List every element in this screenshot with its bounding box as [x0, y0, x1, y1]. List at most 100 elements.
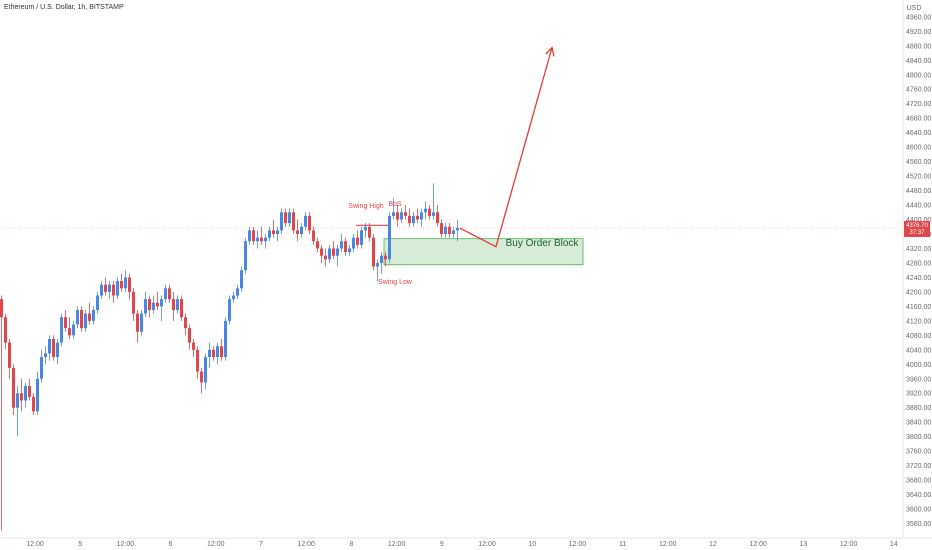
candle-body [444, 226, 447, 234]
candle-body [352, 237, 355, 249]
candle-body [240, 270, 243, 289]
candle-body [280, 212, 283, 231]
arrow-head-icon [545, 46, 555, 57]
candle-body [272, 230, 275, 234]
candle-body [332, 248, 335, 256]
x-tick-label: 13 [800, 541, 808, 548]
candle-body [388, 215, 391, 260]
candle-body [120, 281, 123, 289]
candle-body [252, 230, 255, 242]
candle-body [212, 349, 215, 358]
x-tick-label: 12:00 [569, 541, 587, 548]
candle-body [452, 230, 455, 234]
candle-body [356, 237, 359, 245]
bos-label: BoS [388, 201, 402, 208]
candle-body [60, 317, 63, 343]
candle-body [404, 212, 407, 216]
x-tick-label: 7 [259, 541, 263, 548]
y-tick-label: 4880.00 [906, 43, 931, 50]
y-tick-label: 4040.00 [906, 347, 931, 354]
y-tick-label: 4520.00 [906, 174, 931, 181]
last-price-countdown: 37:37 [909, 230, 925, 236]
y-tick-label: 3600.00 [906, 507, 931, 514]
candle-body [36, 378, 39, 412]
candle-body [136, 313, 139, 332]
candle-body [208, 349, 211, 358]
candle-body [436, 212, 439, 224]
x-tick-label: 10 [528, 541, 536, 548]
y-tick-label: 4120.00 [906, 318, 931, 325]
candle-body [456, 227, 459, 231]
y-tick-label: 3840.00 [906, 420, 931, 427]
x-tick-label: 6 [169, 541, 173, 548]
candle-body [196, 349, 199, 372]
candle-body [368, 226, 371, 238]
y-tick-label: 4280.00 [906, 260, 931, 267]
candle-body [164, 288, 167, 300]
y-tick-label: 4440.00 [906, 203, 931, 210]
candle-body [32, 396, 35, 412]
order-block-label: Buy Order Block [506, 238, 580, 249]
x-tick-label: 12:00 [840, 541, 858, 548]
candle-body [256, 237, 259, 242]
candle-body [284, 212, 287, 224]
candle-body [180, 299, 183, 318]
candle-body [248, 230, 251, 242]
x-tick-label: 12:00 [297, 541, 315, 548]
candle-body [168, 288, 171, 300]
candle-body [108, 284, 111, 292]
candle-body [148, 299, 151, 310]
candle-body [192, 342, 195, 350]
y-tick-label: 3760.00 [906, 449, 931, 456]
y-tick-label: 4200.00 [906, 289, 931, 296]
y-tick-label: 4760.00 [906, 87, 931, 94]
candle-body [116, 281, 119, 296]
candle-body [336, 248, 339, 256]
candle-body [232, 295, 235, 300]
candle-body [344, 241, 347, 253]
candle-body [392, 212, 395, 216]
candle-body [76, 310, 79, 325]
x-tick-label: 12:00 [207, 541, 225, 548]
candle-body [44, 353, 47, 358]
candle-body [400, 212, 403, 220]
candle-body [176, 299, 179, 310]
swing-low-label: Swing Low [378, 279, 413, 286]
candle-body [420, 212, 423, 220]
candle-body [328, 248, 331, 260]
candle-body [340, 241, 343, 249]
y-tick-label: 3720.00 [906, 463, 931, 470]
candle-body [324, 255, 327, 260]
candle-body [40, 357, 43, 379]
candle-body [304, 215, 307, 227]
candle-body [300, 226, 303, 234]
chart-title: Ethereum / U.S. Dollar, 1h, BITSTAMP [4, 4, 124, 11]
y-tick-label: 3920.00 [906, 391, 931, 398]
y-tick-label: 3640.00 [906, 492, 931, 499]
y-tick-label: 4320.00 [906, 246, 931, 253]
candle-body [448, 226, 451, 234]
candle-body [268, 230, 271, 238]
candles [0, 183, 459, 531]
candle-body [396, 212, 399, 220]
buy-order-block-zone[interactable] [383, 238, 584, 266]
y-tick-label: 3960.00 [906, 376, 931, 383]
last-price-value: 4376.70 [906, 223, 928, 229]
candle-body [84, 313, 87, 329]
y-tick-label: 3800.00 [906, 434, 931, 441]
candle-body [100, 284, 103, 296]
y-tick-label: 4160.00 [906, 304, 931, 311]
candle-body [260, 237, 263, 242]
candle-body [348, 248, 351, 253]
candle-body [72, 324, 75, 336]
candle-body [416, 215, 419, 220]
candle-body [28, 386, 31, 397]
candle-body [184, 317, 187, 329]
projection-arrow [459, 47, 553, 248]
candle-body [432, 212, 435, 216]
candle-body [52, 338, 55, 358]
x-tick-label: 9 [440, 541, 444, 548]
candle-body [296, 230, 299, 234]
y-tick-label: 4600.00 [906, 145, 931, 152]
